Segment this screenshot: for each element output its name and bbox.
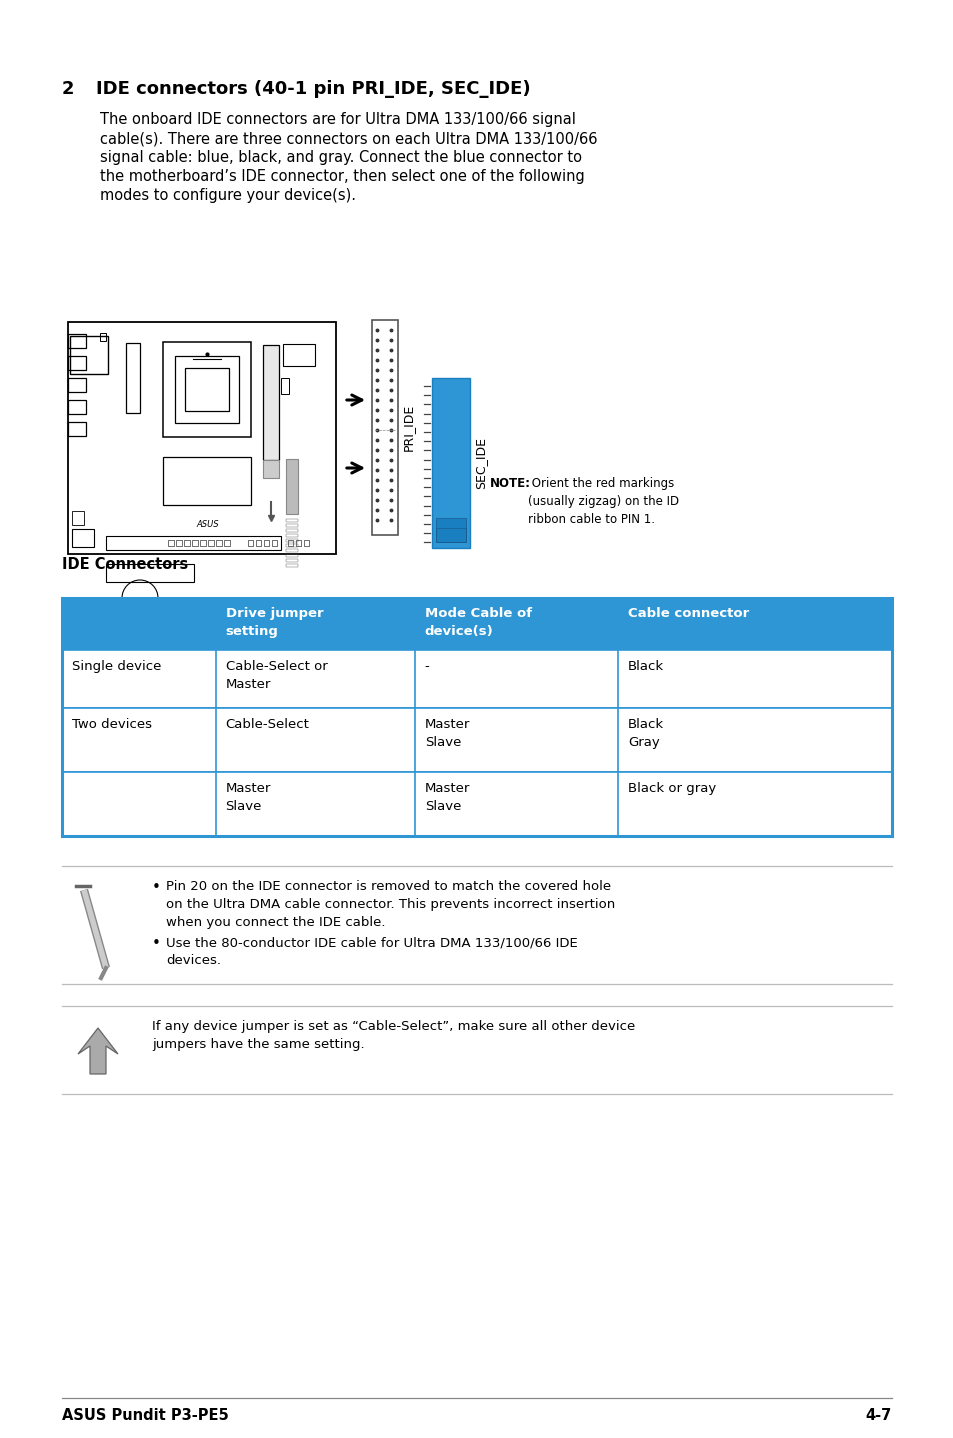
Bar <box>436 526 465 542</box>
Bar <box>286 519 297 522</box>
Text: Use the 80-conductor IDE cable for Ultra DMA 133/100/66 IDE
devices.: Use the 80-conductor IDE cable for Ultra… <box>166 936 578 966</box>
Bar <box>71 529 94 546</box>
Bar <box>62 707 891 772</box>
Bar <box>263 345 278 460</box>
Text: the motherboard’s IDE connector, then select one of the following: the motherboard’s IDE connector, then se… <box>100 170 584 184</box>
Text: signal cable: blue, black, and gray. Connect the blue connector to: signal cable: blue, black, and gray. Con… <box>100 150 581 165</box>
Bar <box>304 541 309 546</box>
Text: Black
Gray: Black Gray <box>627 718 663 749</box>
Text: Single device: Single device <box>71 660 161 673</box>
Bar <box>68 378 86 393</box>
Text: ASUS: ASUS <box>196 521 219 529</box>
Text: Cable connector: Cable connector <box>627 607 748 620</box>
Bar <box>163 457 251 505</box>
Bar <box>208 541 213 546</box>
Text: ASUS Pundit P3-PE5: ASUS Pundit P3-PE5 <box>62 1408 229 1424</box>
Text: Two devices: Two devices <box>71 718 152 731</box>
Bar <box>288 541 293 546</box>
Bar <box>432 378 470 548</box>
Text: Master
Slave: Master Slave <box>424 782 470 812</box>
Bar <box>286 539 297 542</box>
Bar <box>264 541 269 546</box>
Bar <box>106 564 193 582</box>
Text: NOTE:: NOTE: <box>490 477 531 490</box>
Bar <box>185 368 229 411</box>
Text: Black or gray: Black or gray <box>627 782 716 795</box>
Bar <box>168 541 173 546</box>
Text: Master
Slave: Master Slave <box>225 782 271 812</box>
Text: IDE Connectors: IDE Connectors <box>62 557 188 572</box>
Bar <box>126 344 140 413</box>
Bar <box>286 554 297 557</box>
Text: SEC_IDE: SEC_IDE <box>474 437 486 489</box>
Bar <box>174 357 239 423</box>
Bar <box>272 541 276 546</box>
Polygon shape <box>78 1028 118 1074</box>
Bar <box>68 357 86 370</box>
Bar <box>286 544 297 546</box>
Text: Cable-Select or
Master: Cable-Select or Master <box>225 660 327 692</box>
Bar <box>436 518 465 528</box>
Bar <box>62 598 891 650</box>
Bar <box>215 541 222 546</box>
Bar <box>192 541 198 546</box>
Bar <box>163 342 251 437</box>
Bar <box>286 533 297 536</box>
Bar <box>70 336 108 374</box>
Bar <box>248 541 253 546</box>
Bar <box>286 523 297 526</box>
Text: Drive jumper
setting: Drive jumper setting <box>225 607 323 637</box>
Text: Mode Cable of
device(s): Mode Cable of device(s) <box>424 607 532 637</box>
Bar <box>286 559 297 562</box>
Text: 4-7: 4-7 <box>864 1408 891 1424</box>
Bar <box>263 460 278 477</box>
Text: modes to configure your device(s).: modes to configure your device(s). <box>100 188 355 203</box>
Bar <box>224 541 230 546</box>
Bar <box>71 510 84 525</box>
Text: cable(s). There are three connectors on each Ultra DMA 133/100/66: cable(s). There are three connectors on … <box>100 131 597 147</box>
Bar <box>281 378 289 394</box>
Text: 2: 2 <box>62 81 74 98</box>
Bar <box>255 541 261 546</box>
Text: Orient the red markings
(usually zigzag) on the ID
ribbon cable to PIN 1.: Orient the red markings (usually zigzag)… <box>527 477 679 526</box>
Bar <box>100 334 106 341</box>
Text: Cable-Select: Cable-Select <box>225 718 309 731</box>
Text: IDE connectors (40-1 pin PRI_IDE, SEC_IDE): IDE connectors (40-1 pin PRI_IDE, SEC_ID… <box>96 81 530 98</box>
Bar <box>184 541 190 546</box>
Bar <box>68 400 86 414</box>
Text: PRI_IDE: PRI_IDE <box>401 404 415 452</box>
Text: Pin 20 on the IDE connector is removed to match the covered hole
on the Ultra DM: Pin 20 on the IDE connector is removed t… <box>166 880 615 929</box>
Text: The onboard IDE connectors are for Ultra DMA 133/100/66 signal: The onboard IDE connectors are for Ultra… <box>100 112 576 127</box>
Bar <box>286 529 297 532</box>
Bar <box>286 459 297 513</box>
Bar <box>68 421 86 436</box>
Bar <box>62 650 891 707</box>
Text: Master
Slave: Master Slave <box>424 718 470 749</box>
Bar <box>283 344 314 367</box>
Bar <box>175 541 182 546</box>
Bar <box>286 564 297 567</box>
Bar <box>68 322 335 554</box>
Bar <box>62 772 891 835</box>
Text: -: - <box>424 660 429 673</box>
Bar <box>372 321 397 535</box>
Text: •: • <box>152 936 161 951</box>
Bar <box>295 541 301 546</box>
Bar <box>106 536 281 549</box>
Bar <box>68 334 86 348</box>
Text: If any device jumper is set as “Cable-Select”, make sure all other device
jumper: If any device jumper is set as “Cable-Se… <box>152 1020 635 1051</box>
Text: •: • <box>152 880 161 894</box>
Bar <box>200 541 206 546</box>
Bar <box>62 598 891 835</box>
Bar <box>286 549 297 552</box>
Text: Black: Black <box>627 660 663 673</box>
